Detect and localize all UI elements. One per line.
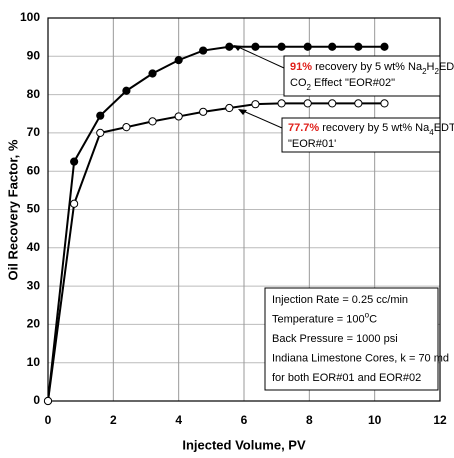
data-point — [303, 99, 312, 108]
y-tick-label: 40 — [27, 240, 41, 254]
note-line: 91% recovery by 5 wt% Na2H2EDTA, — [290, 61, 454, 76]
note-segment: EDTA — [434, 122, 454, 134]
note-line: for both EOR#01 and EOR#02 — [272, 372, 421, 384]
note-segment: Effect "EOR#02" — [311, 77, 395, 89]
note-segment: recovery by 5 wt% Na — [319, 122, 430, 134]
data-point — [277, 99, 286, 108]
y-tick-label: 50 — [27, 202, 41, 216]
data-point — [354, 42, 363, 51]
data-point — [199, 46, 208, 55]
note-line: "EOR#01' — [288, 138, 336, 150]
annotation-box — [283, 55, 441, 97]
note-segment: 77.7% — [288, 122, 319, 134]
data-point — [148, 117, 157, 126]
x-tick-label: 4 — [175, 413, 182, 427]
data-point — [96, 111, 105, 120]
annotation-arrow — [235, 45, 285, 69]
note-line: Temperature = 100oC — [272, 310, 377, 325]
note-line: Indiana Limestone Cores, k = 70 md — [272, 352, 449, 364]
annotation-arrow — [240, 109, 283, 129]
note-segment: EDTA, — [439, 61, 454, 73]
data-point — [277, 42, 286, 51]
note-segment: 2 — [422, 67, 427, 76]
plot-border — [47, 17, 441, 402]
y-tick-label: 100 — [20, 10, 40, 24]
info-box — [264, 287, 439, 391]
arrow-head — [238, 109, 247, 115]
note-segment: CO — [290, 77, 307, 89]
data-point — [43, 396, 53, 406]
note-line: CO2 Effect "EOR#02" — [290, 77, 395, 92]
data-point — [122, 86, 131, 95]
x-axis-title: Injected Volume, PV — [182, 437, 306, 452]
y-tick-label: 60 — [27, 163, 41, 177]
y-tick-label: 0 — [33, 393, 40, 407]
note-segment: H — [427, 61, 435, 73]
x-tick-label: 8 — [306, 413, 313, 427]
y-axis-title: Oil Recovery Factor, % — [5, 139, 20, 280]
data-point — [328, 42, 337, 51]
y-tick-label: 30 — [27, 278, 41, 292]
note-segment: for both EOR#01 and EOR#02 — [272, 372, 421, 384]
note-segment: 2 — [434, 67, 439, 76]
note-segment: "EOR#01' — [288, 138, 336, 150]
arrow-head — [233, 45, 242, 51]
data-point — [303, 42, 312, 51]
data-point — [328, 99, 337, 108]
data-point — [148, 69, 157, 78]
note-segment: Back Pressure = 1000 psi — [272, 333, 398, 345]
note-segment: o — [365, 310, 370, 319]
data-point — [380, 99, 389, 108]
data-point — [174, 112, 183, 121]
note-segment: 91% — [290, 61, 312, 73]
note-line: Injection Rate = 0.25 cc/min — [272, 294, 408, 306]
y-tick-label: 90 — [27, 48, 41, 62]
x-tick-label: 6 — [241, 413, 248, 427]
note-segment: Injection Rate = 0.25 cc/min — [272, 294, 408, 306]
y-tick-label: 10 — [27, 355, 41, 369]
x-tick-label: 10 — [368, 413, 382, 427]
data-point — [96, 128, 105, 137]
data-point — [354, 99, 363, 108]
annotation-box — [281, 117, 441, 153]
note-segment: Indiana Limestone Cores, k = 70 md — [272, 352, 449, 364]
data-point — [225, 42, 234, 51]
note-line: Back Pressure = 1000 psi — [272, 333, 398, 345]
note-segment: Temperature = 100 — [272, 313, 365, 325]
y-tick-label: 20 — [27, 317, 41, 331]
x-tick-label: 0 — [45, 413, 52, 427]
data-point — [70, 199, 79, 208]
y-tick-label: 80 — [27, 87, 41, 101]
data-point — [225, 103, 234, 113]
data-point — [174, 56, 183, 65]
y-tick-label: 70 — [27, 125, 41, 139]
data-point — [380, 42, 389, 51]
note-segment: 4 — [429, 128, 434, 137]
note-line: 77.7% recovery by 5 wt% Na4EDTA — [288, 122, 454, 137]
data-point — [70, 157, 79, 166]
note-segment: 2 — [307, 83, 312, 92]
note-segment: C — [369, 313, 377, 325]
data-point — [122, 123, 131, 132]
data-point — [199, 107, 208, 116]
note-segment: recovery by 5 wt% Na — [312, 61, 423, 73]
x-tick-label: 12 — [433, 413, 447, 427]
data-point — [251, 100, 260, 109]
x-tick-label: 2 — [110, 413, 117, 427]
data-point — [251, 42, 260, 51]
